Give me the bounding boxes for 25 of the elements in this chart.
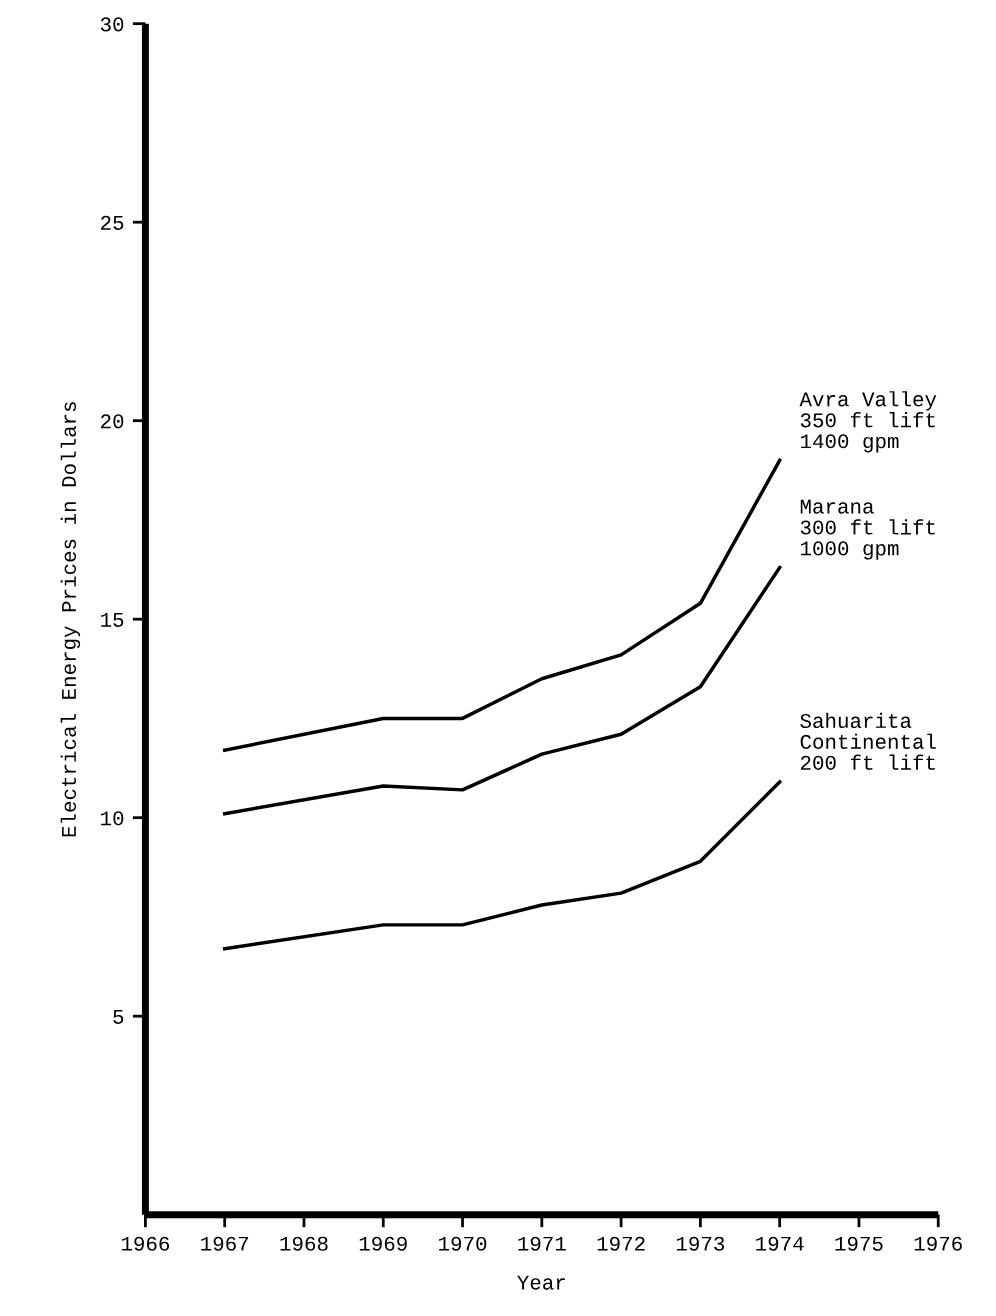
series-label: Avra Valley 350 ft lift 1400 gpm: [799, 391, 937, 453]
y-tick-label: 5: [113, 1010, 124, 1024]
x-tick-label: 1973: [676, 1236, 725, 1251]
y-axis-title: Electrical Energy Prices in Dollars: [60, 402, 81, 837]
series-label: Sahuarita Continental 200 ft lift: [800, 712, 936, 770]
x-tick-label: 1967: [201, 1236, 249, 1251]
line-series: [222, 458, 782, 752]
y-tick-label: 10: [101, 811, 124, 826]
x-tick-label: 1974: [756, 1236, 804, 1251]
x-axis-title: Year: [517, 1275, 565, 1290]
x-tick-label: 1969: [359, 1236, 407, 1251]
x-tick-label: 1970: [439, 1236, 487, 1251]
y-tick-label: 15: [101, 613, 124, 627]
x-tick-label: 1968: [280, 1236, 328, 1251]
y-tick-label: 30: [100, 17, 124, 32]
x-tick-label: 1976: [914, 1236, 962, 1251]
line-series: [222, 565, 782, 816]
line-series: [222, 780, 782, 951]
series-label: Marana 300 ft lift 1000 gpm: [800, 499, 935, 560]
y-tick-label: 25: [101, 215, 124, 230]
x-tick-label: 1975: [835, 1236, 883, 1251]
x-tick-label: 1972: [597, 1236, 645, 1251]
x-tick-label: 1971: [518, 1236, 566, 1251]
y-tick-label: 20: [101, 414, 124, 429]
x-tick-label: 1966: [121, 1236, 170, 1251]
